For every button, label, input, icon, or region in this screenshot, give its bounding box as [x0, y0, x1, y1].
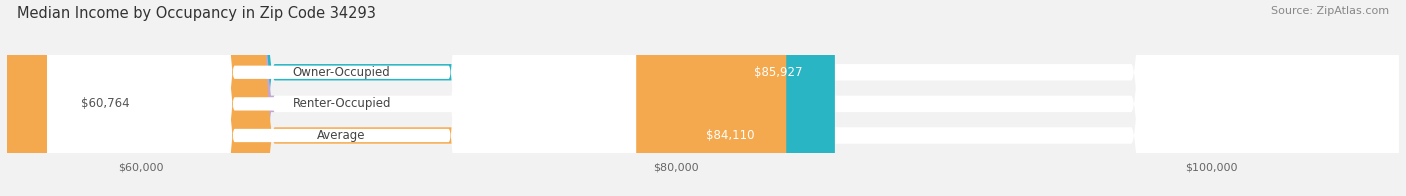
FancyBboxPatch shape	[48, 0, 636, 196]
FancyBboxPatch shape	[48, 0, 636, 196]
FancyBboxPatch shape	[0, 0, 274, 196]
FancyBboxPatch shape	[7, 0, 1399, 196]
Text: Owner-Occupied: Owner-Occupied	[292, 66, 391, 79]
FancyBboxPatch shape	[7, 0, 1399, 196]
Text: $60,764: $60,764	[80, 97, 129, 110]
Text: Source: ZipAtlas.com: Source: ZipAtlas.com	[1271, 6, 1389, 16]
Text: Renter-Occupied: Renter-Occupied	[292, 97, 391, 110]
FancyBboxPatch shape	[48, 0, 636, 196]
Text: Average: Average	[318, 129, 366, 142]
Text: $85,927: $85,927	[754, 66, 803, 79]
FancyBboxPatch shape	[7, 0, 1399, 196]
FancyBboxPatch shape	[7, 0, 786, 196]
Text: Median Income by Occupancy in Zip Code 34293: Median Income by Occupancy in Zip Code 3…	[17, 6, 375, 21]
FancyBboxPatch shape	[7, 0, 835, 196]
Text: $84,110: $84,110	[706, 129, 754, 142]
